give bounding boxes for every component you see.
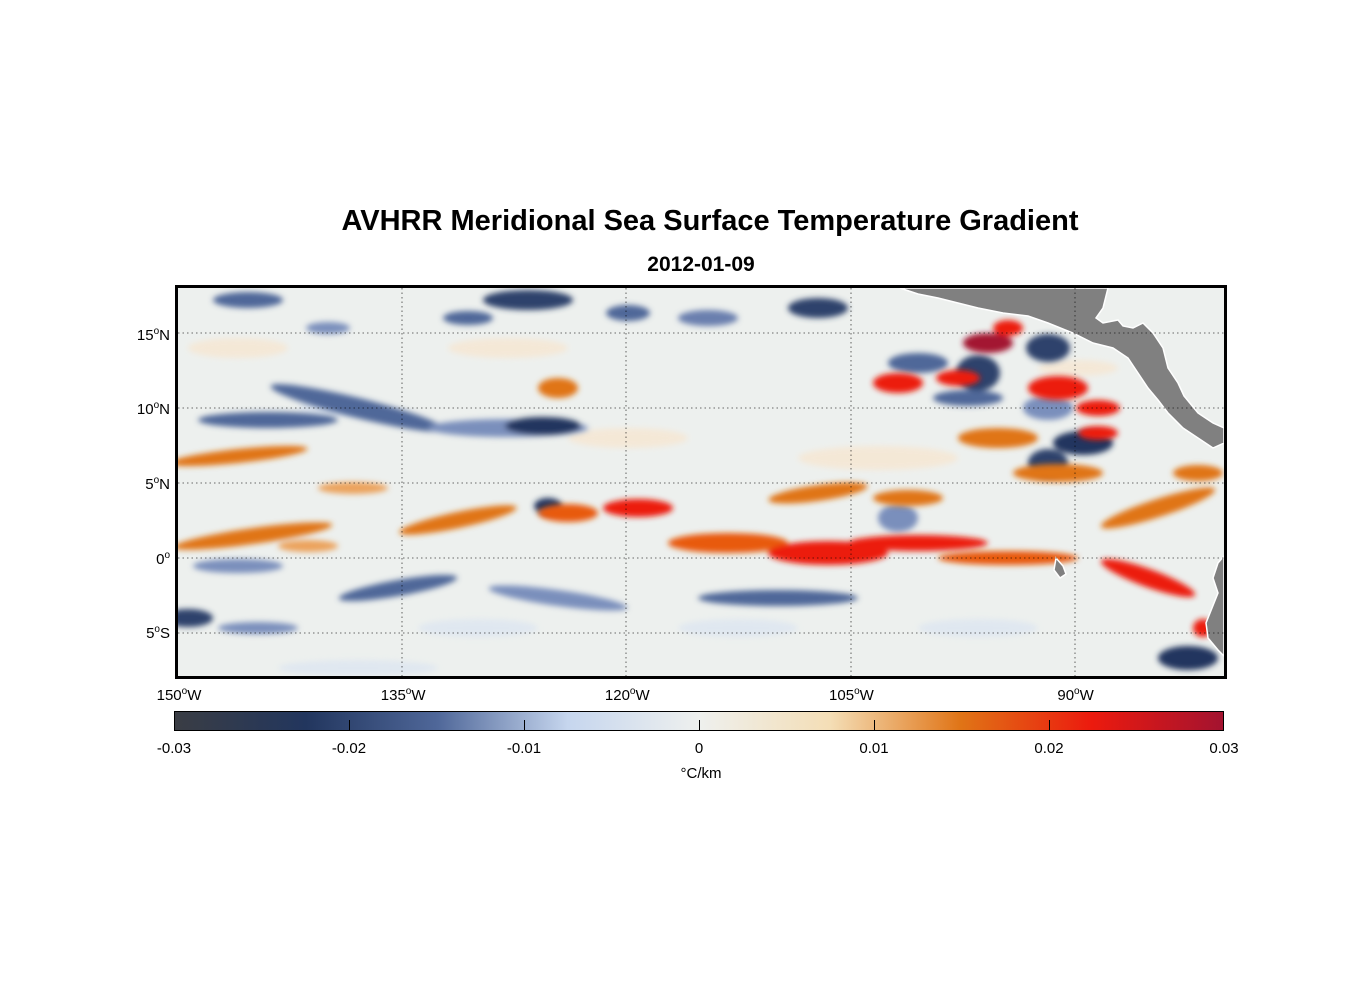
gridlines [178, 288, 1224, 676]
map-panel [175, 285, 1227, 679]
lat-tick-label: 15oN [137, 326, 170, 344]
lat-tick-number: 5 [145, 476, 154, 493]
lon-tick-number: 150 [156, 687, 182, 704]
landmass [899, 288, 1224, 658]
chart-title: AVHRR Meridional Sea Surface Temperature… [341, 205, 1079, 237]
chart-date: 2012-01-09 [647, 253, 755, 276]
lon-tick-hemisphere: W [635, 687, 650, 704]
south-america-land [1205, 554, 1224, 658]
lon-tick-hemisphere: W [411, 687, 426, 704]
degree-symbol: o [1074, 686, 1080, 697]
colorbar-tick-label: -0.02 [331, 740, 367, 757]
colorbar-unit-label: °C/km [680, 765, 722, 782]
sst-gradient-map [178, 288, 1224, 676]
colorbar-tick-mark [699, 720, 700, 730]
lat-tick-hemisphere: N [159, 476, 170, 493]
lon-tick-label: 135oW [381, 686, 426, 704]
lon-tick-label: 90oW [1057, 686, 1093, 704]
lat-tick-label: 5oN [145, 475, 170, 493]
lat-tick-number: 15 [136, 326, 154, 344]
lon-tick-label: 150oW [157, 686, 202, 704]
colorbar-tick-mark [349, 720, 350, 730]
lat-tick-number: 0 [156, 550, 165, 568]
lat-tick-hemisphere: N [159, 326, 170, 344]
lat-tick-hemisphere: N [159, 401, 170, 419]
colorbar-tick-label: -0.01 [506, 740, 542, 757]
positive-gradient-features [178, 320, 1223, 637]
colorbar-tick-label: 0.02 [1034, 740, 1064, 757]
degree-symbol: o [854, 686, 860, 697]
colorbar-tick-label: 0.03 [1209, 740, 1239, 757]
colorbar-tick-label: 0 [694, 740, 704, 757]
galapagos-islands [1053, 556, 1067, 580]
colorbar-tick-mark [874, 720, 875, 730]
lat-tick-label: 5oS [146, 624, 170, 642]
degree-symbol: o [405, 686, 412, 697]
degree-symbol: o [153, 475, 160, 486]
lon-tick-number: 90 [1057, 687, 1075, 704]
degree-symbol: o [153, 325, 160, 337]
colorbar-tick-mark [1049, 720, 1050, 730]
degree-symbol: o [153, 400, 160, 412]
degree-symbol: o [164, 549, 170, 561]
lon-tick-number: 105 [829, 687, 855, 704]
lon-tick-label: 120oW [605, 686, 650, 704]
lat-tick-label: 0o [156, 550, 170, 568]
colorbar-tick-label: -0.03 [156, 740, 192, 757]
lon-tick-hemisphere: W [859, 687, 874, 704]
degree-symbol: o [154, 624, 160, 636]
lon-tick-hemisphere: W [187, 687, 202, 704]
lat-tick-number: 10 [136, 401, 154, 419]
lon-tick-label: 105oW [829, 686, 874, 704]
lon-tick-number: 135 [380, 687, 406, 704]
colorbar-tick-mark [524, 720, 525, 730]
central-america-land [899, 288, 1224, 449]
lat-tick-label: 10oN [137, 400, 170, 418]
lon-tick-number: 120 [604, 687, 630, 704]
degree-symbol: o [181, 686, 188, 697]
lat-tick-number: 5 [146, 625, 155, 643]
degree-symbol: o [629, 686, 636, 697]
lat-tick-hemisphere: S [159, 625, 170, 643]
colorbar-tick-label: 0.01 [859, 740, 889, 757]
lon-tick-hemisphere: W [1079, 687, 1094, 704]
